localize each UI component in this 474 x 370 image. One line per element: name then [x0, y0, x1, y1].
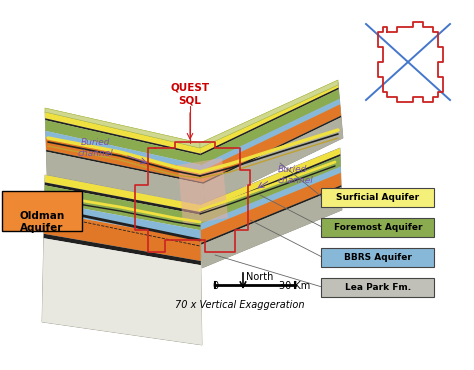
Polygon shape: [200, 80, 338, 148]
Polygon shape: [42, 175, 202, 345]
Polygon shape: [45, 112, 205, 205]
Text: 70 x Vertical Exaggeration: 70 x Vertical Exaggeration: [175, 300, 305, 310]
Polygon shape: [200, 80, 338, 148]
Polygon shape: [44, 212, 201, 261]
Polygon shape: [202, 104, 341, 182]
Polygon shape: [200, 82, 343, 205]
Text: Foremost Aquifer: Foremost Aquifer: [334, 222, 422, 232]
FancyBboxPatch shape: [321, 218, 435, 236]
Polygon shape: [201, 99, 340, 171]
Polygon shape: [45, 185, 201, 230]
Text: Oldman
Aquifer: Oldman Aquifer: [19, 211, 64, 233]
Text: BBRS Aquifer: BBRS Aquifer: [344, 252, 412, 262]
Polygon shape: [201, 89, 339, 165]
Polygon shape: [200, 148, 340, 211]
FancyBboxPatch shape: [321, 278, 435, 296]
Polygon shape: [46, 150, 203, 184]
Text: Surficial Aquifer: Surficial Aquifer: [337, 192, 419, 202]
Polygon shape: [200, 154, 340, 213]
Text: North: North: [246, 272, 273, 282]
Polygon shape: [178, 158, 228, 225]
Polygon shape: [45, 182, 200, 215]
Polygon shape: [42, 238, 202, 345]
Polygon shape: [203, 115, 341, 184]
Text: Buried
channel: Buried channel: [77, 138, 113, 158]
Polygon shape: [45, 108, 200, 148]
Polygon shape: [45, 120, 201, 165]
Polygon shape: [45, 108, 200, 148]
Polygon shape: [200, 156, 341, 224]
Polygon shape: [203, 117, 343, 205]
Polygon shape: [44, 234, 201, 265]
Polygon shape: [200, 148, 342, 268]
Polygon shape: [46, 137, 203, 182]
Text: Lea Park Fm.: Lea Park Fm.: [345, 283, 411, 292]
Polygon shape: [46, 152, 205, 205]
Polygon shape: [46, 131, 202, 171]
Polygon shape: [45, 118, 201, 155]
Text: Buried
channel: Buried channel: [278, 165, 314, 185]
FancyBboxPatch shape: [2, 191, 82, 231]
Polygon shape: [201, 88, 338, 155]
Polygon shape: [45, 112, 201, 154]
FancyBboxPatch shape: [321, 188, 435, 206]
FancyBboxPatch shape: [321, 248, 435, 266]
Polygon shape: [201, 166, 341, 230]
Text: 30 Km: 30 Km: [279, 281, 310, 291]
Text: QUEST
SQL: QUEST SQL: [171, 83, 210, 105]
Polygon shape: [44, 201, 201, 240]
Polygon shape: [200, 82, 338, 154]
Polygon shape: [201, 187, 342, 268]
Polygon shape: [201, 173, 341, 243]
Polygon shape: [201, 185, 341, 245]
Polygon shape: [45, 175, 200, 212]
Text: 0: 0: [212, 281, 218, 291]
